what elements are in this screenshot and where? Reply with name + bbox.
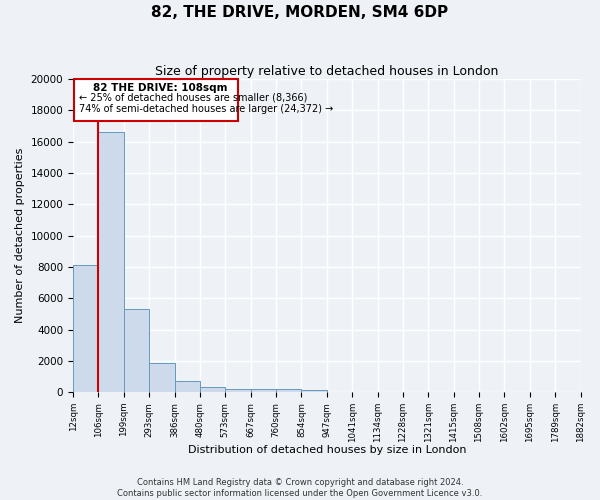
Bar: [175, 381, 200, 392]
Text: 82, THE DRIVE, MORDEN, SM4 6DP: 82, THE DRIVE, MORDEN, SM4 6DP: [151, 5, 449, 20]
Bar: [98, 132, 124, 392]
Bar: [301, 390, 327, 392]
Y-axis label: Number of detached properties: Number of detached properties: [15, 148, 25, 324]
Bar: [276, 390, 301, 392]
Text: 82 THE DRIVE: 108sqm: 82 THE DRIVE: 108sqm: [92, 83, 227, 93]
Bar: [124, 309, 149, 392]
Bar: [73, 266, 98, 392]
FancyBboxPatch shape: [74, 79, 238, 122]
Bar: [200, 388, 225, 392]
Title: Size of property relative to detached houses in London: Size of property relative to detached ho…: [155, 65, 499, 78]
Bar: [251, 389, 276, 392]
Bar: [225, 388, 251, 392]
Text: 74% of semi-detached houses are larger (24,372) →: 74% of semi-detached houses are larger (…: [79, 104, 334, 114]
Text: ← 25% of detached houses are smaller (8,366): ← 25% of detached houses are smaller (8,…: [79, 93, 308, 103]
Text: Contains HM Land Registry data © Crown copyright and database right 2024.
Contai: Contains HM Land Registry data © Crown c…: [118, 478, 482, 498]
Bar: [149, 363, 175, 392]
X-axis label: Distribution of detached houses by size in London: Distribution of detached houses by size …: [188, 445, 466, 455]
